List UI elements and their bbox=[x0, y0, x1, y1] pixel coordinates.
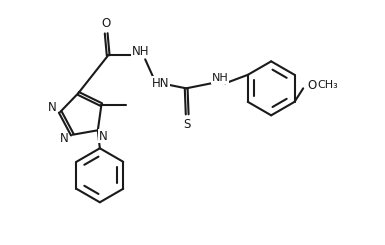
Text: N: N bbox=[60, 132, 69, 145]
Text: N: N bbox=[99, 130, 107, 143]
Text: HN: HN bbox=[151, 77, 169, 90]
Text: NH: NH bbox=[131, 45, 149, 58]
Text: CH₃: CH₃ bbox=[318, 80, 338, 90]
Text: O: O bbox=[102, 17, 111, 30]
Text: N: N bbox=[48, 101, 57, 114]
Text: S: S bbox=[184, 118, 191, 131]
Text: NH: NH bbox=[212, 73, 229, 83]
Text: O: O bbox=[308, 79, 317, 92]
